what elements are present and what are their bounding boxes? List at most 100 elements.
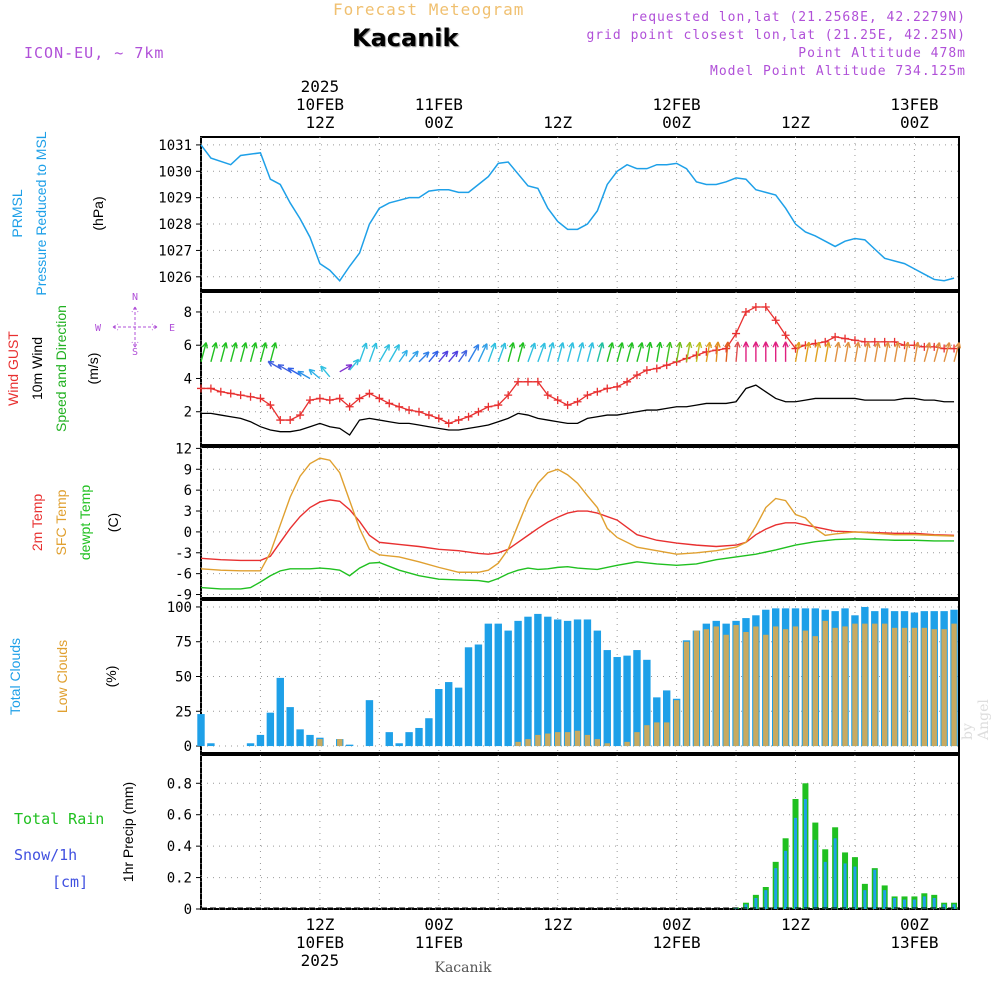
arrow-shaft (287, 367, 301, 376)
wind-direction-arrow (933, 342, 942, 363)
wind-direction-arrow (824, 341, 832, 362)
arrow-head (705, 341, 713, 349)
wind-direction-arrow (854, 341, 861, 362)
wind-direction-arrow (576, 342, 585, 363)
wind-direction-arrow (714, 341, 721, 362)
compass-n: N (132, 292, 138, 303)
total-cloud-bar (246, 743, 255, 747)
arrow-shaft (903, 342, 909, 362)
gust-marker (553, 396, 562, 405)
total-cloud-bar (554, 619, 562, 747)
arrow-shaft (297, 370, 311, 380)
wind-direction-arrow (287, 367, 301, 376)
gust-marker (831, 332, 840, 341)
low-cloud-bar (812, 636, 819, 747)
arrow-head (934, 342, 942, 349)
wind-direction-arrow (742, 341, 750, 362)
wind-direction-arrow (695, 341, 703, 362)
arrow-head (530, 342, 537, 350)
low-cloud-bar (931, 629, 937, 747)
arrow-shaft (953, 342, 960, 363)
arrow-head (844, 341, 851, 349)
total-cloud-bar (415, 727, 423, 747)
arrow-shaft (933, 342, 941, 363)
arrow-head (637, 342, 644, 349)
panel-wind: 2 4 6 8 Wind GUST 10m Wind Speed and Direction… (5, 291, 962, 446)
wind-direction-arrow (685, 341, 693, 362)
snow-bar (932, 898, 936, 909)
arrow-shaft (586, 342, 594, 363)
arrow-head (277, 364, 285, 371)
panel-precip: 0 0.2 0.4 0.6 0.8 1hr Precip (mm) Total Rain Sn… (14, 754, 960, 918)
y-tick-label: 0.6 (167, 808, 192, 824)
total-cloud-bar (256, 734, 265, 747)
arrow-head (361, 342, 368, 350)
low-cloud-bar (693, 630, 700, 747)
low-cloud-bar (862, 623, 868, 747)
arrow-head (742, 341, 750, 348)
wind-direction-arrow (656, 341, 663, 362)
precip-legend-item: [cm] (52, 873, 88, 891)
gust-marker (732, 329, 741, 338)
arrow-head (734, 341, 741, 348)
arrow-shaft (675, 342, 681, 362)
arrow-head (518, 342, 526, 349)
arrow-head (656, 341, 663, 349)
snow-bar (813, 839, 817, 909)
y-tick-label: 1028 (158, 217, 192, 233)
wind-direction-arrow (239, 342, 248, 363)
wind-direction-arrow (953, 342, 962, 363)
low-cloud-bar (317, 739, 323, 747)
arrow-shaft (200, 342, 207, 363)
low-cloud-bar (703, 629, 710, 747)
compass-s: S (132, 347, 138, 358)
gust-marker (950, 344, 959, 353)
arrow-head (401, 349, 408, 357)
arrow-head (676, 341, 683, 349)
arrow-shaft (358, 342, 368, 363)
arrow-head (772, 341, 779, 348)
arrow-shaft (249, 342, 257, 363)
y-axis-label: Pressure Reduced to MSL (33, 131, 49, 295)
arrow-shaft (636, 342, 643, 363)
wind-direction-arrow (923, 342, 932, 363)
y-axis-label: 2m Temp (29, 494, 45, 552)
arrow-head (461, 349, 468, 357)
arrow-head (393, 343, 400, 351)
arrow-shaft (824, 342, 830, 362)
time-label-bottom: 00Z (900, 915, 929, 934)
snow-bar (803, 799, 807, 909)
low-cloud-bar (683, 641, 690, 747)
precip-legend-item: Total Rain (14, 810, 104, 828)
total-cloud-bar (385, 732, 393, 747)
footer-location: Kacanik (435, 960, 492, 976)
arrow-head (241, 342, 248, 349)
total-cloud-bar (662, 690, 671, 747)
arrow-shaft (883, 342, 889, 362)
low-cloud-bar (624, 741, 630, 747)
gust-marker (662, 361, 671, 370)
total-cloud-bar (593, 630, 602, 747)
low-cloud-bar (911, 627, 918, 747)
arrow-head (903, 341, 911, 349)
arrow-head (804, 341, 812, 349)
y-tick-label: 0 (184, 739, 192, 755)
gust-marker (424, 411, 433, 420)
arrow-head (864, 341, 871, 349)
wind-direction-arrow (497, 342, 507, 363)
gust-marker (781, 331, 790, 340)
low-cloud-bar (872, 623, 878, 747)
total-cloud-bar (653, 697, 661, 747)
y-axis-label: 10m Wind (29, 337, 45, 400)
gust-marker (325, 396, 334, 405)
gust-marker (226, 389, 235, 398)
panels-layer: 1026 1027 1028 1029 1030 1031 PRMSL Pressure Re… (5, 131, 962, 918)
y-tick-label: -9 (175, 588, 192, 604)
arrow-shaft (566, 342, 574, 363)
low-cloud-bar (663, 722, 670, 747)
gust-marker (593, 387, 602, 396)
snow-bar (774, 868, 778, 909)
requested-coords: requested lon,lat (21.2568E, 42.2279N) (630, 10, 966, 25)
low-cloud-bar (852, 623, 858, 747)
